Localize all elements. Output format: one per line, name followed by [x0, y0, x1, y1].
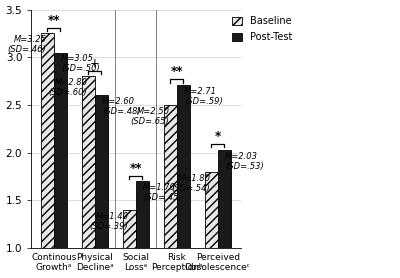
Bar — [82, 76, 95, 248]
Text: **: ** — [48, 14, 60, 27]
Text: **: ** — [130, 162, 142, 175]
Text: M=1.40
(SD=.39): M=1.40 (SD=.39) — [90, 212, 128, 231]
Text: M=2.50
(SD=.65): M=2.50 (SD=.65) — [131, 107, 170, 126]
Text: +: + — [90, 57, 100, 70]
Text: *: * — [215, 130, 221, 143]
Bar — [205, 172, 218, 248]
Text: M=2.71
(SD=.59): M=2.71 (SD=.59) — [184, 87, 223, 106]
Bar — [41, 33, 54, 248]
Legend: Baseline, Post-Test: Baseline, Post-Test — [230, 14, 294, 44]
Bar — [136, 181, 149, 248]
Text: M=2.60
(SD=.48): M=2.60 (SD=.48) — [102, 97, 141, 116]
Bar — [95, 95, 108, 248]
Text: M=3.25
(SD=.46): M=3.25 (SD=.46) — [8, 35, 46, 54]
Bar — [218, 150, 231, 248]
Text: M=2.80
(SD=.60): M=2.80 (SD=.60) — [49, 78, 88, 97]
Text: **: ** — [171, 65, 183, 78]
Bar — [164, 105, 177, 248]
Bar — [123, 210, 136, 248]
Text: M=2.03
(SD=.53): M=2.03 (SD=.53) — [225, 152, 264, 171]
Text: M=1.70
(SD=.45): M=1.70 (SD=.45) — [143, 183, 182, 202]
Text: M=1.80
(SD=.54): M=1.80 (SD=.54) — [172, 174, 210, 193]
Bar — [54, 53, 67, 248]
Text: M=3.05
(SD=.50): M=3.05 (SD=.50) — [61, 54, 100, 73]
Bar — [177, 85, 190, 248]
